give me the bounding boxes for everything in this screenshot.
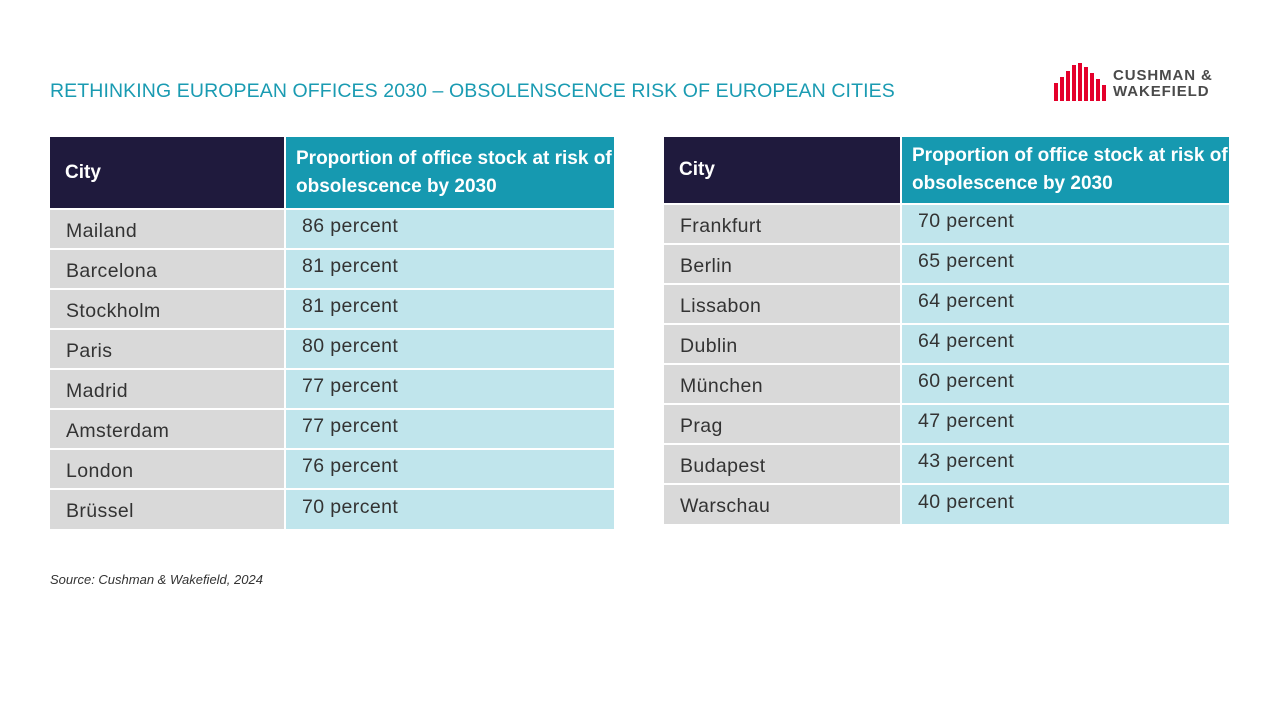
value-cell: 40 percent — [900, 483, 1229, 524]
value-cell: 76 percent — [284, 448, 614, 489]
table-row: London 76 percent — [50, 448, 614, 489]
city-cell: Berlin — [664, 243, 901, 284]
table-row: Stockholm 81 percent — [50, 288, 614, 329]
city-cell: Mailand — [50, 208, 285, 249]
column-header-proportion: Proportion of office stock at risk of ob… — [900, 137, 1229, 204]
city-cell: Dublin — [664, 323, 901, 364]
city-cell: München — [664, 363, 901, 404]
value-cell: 47 percent — [900, 403, 1229, 444]
table-row: Lissabon 64 percent — [664, 283, 1229, 324]
cushman-wakefield-logo: CUSHMAN & WAKEFIELD — [1054, 63, 1234, 103]
city-cell: Prag — [664, 403, 901, 444]
table-row: Brüssel 70 percent — [50, 488, 614, 529]
table-row: Amsterdam 77 percent — [50, 408, 614, 449]
page-title: RETHINKING EUROPEAN OFFICES 2030 – OBSOL… — [50, 80, 895, 102]
value-cell: 70 percent — [284, 488, 614, 529]
value-cell: 77 percent — [284, 408, 614, 449]
city-cell: Amsterdam — [50, 408, 285, 449]
city-cell: Brüssel — [50, 488, 285, 529]
value-cell: 81 percent — [284, 248, 614, 289]
table-row: Madrid 77 percent — [50, 368, 614, 409]
table-row: Mailand 86 percent — [50, 208, 614, 249]
value-cell: 60 percent — [900, 363, 1229, 404]
table-row: Dublin 64 percent — [664, 323, 1229, 364]
logo-wordmark: CUSHMAN & WAKEFIELD — [1113, 68, 1213, 100]
table-row: Frankfurt 70 percent — [664, 203, 1229, 244]
city-cell: Barcelona — [50, 248, 285, 289]
city-cell: Paris — [50, 328, 285, 369]
column-header-city: City — [50, 137, 285, 209]
city-cell: Frankfurt — [664, 203, 901, 244]
table-row: München 60 percent — [664, 363, 1229, 404]
city-cell: Stockholm — [50, 288, 285, 329]
column-header-city: City — [664, 137, 901, 204]
city-cell: Warschau — [664, 483, 901, 524]
source-note: Source: Cushman & Wakefield, 2024 — [50, 572, 263, 587]
value-cell: 70 percent — [900, 203, 1229, 244]
obsolescence-table-left: City Proportion of office stock at risk … — [50, 137, 614, 529]
value-cell: 77 percent — [284, 368, 614, 409]
column-header-proportion: Proportion of office stock at risk of ob… — [284, 137, 614, 209]
table-row: Berlin 65 percent — [664, 243, 1229, 284]
logo-line-1: CUSHMAN & — [1113, 67, 1213, 84]
table-row: Warschau 40 percent — [664, 483, 1229, 524]
table-row: Barcelona 81 percent — [50, 248, 614, 289]
city-cell: Madrid — [50, 368, 285, 409]
value-cell: 81 percent — [284, 288, 614, 329]
table-header-row: City Proportion of office stock at risk … — [664, 137, 1229, 204]
table-header-row: City Proportion of office stock at risk … — [50, 137, 614, 209]
building-logo-icon — [1054, 63, 1106, 101]
value-cell: 64 percent — [900, 283, 1229, 324]
table-row: Prag 47 percent — [664, 403, 1229, 444]
value-cell: 80 percent — [284, 328, 614, 369]
value-cell: 43 percent — [900, 443, 1229, 484]
obsolescence-table-right: City Proportion of office stock at risk … — [664, 137, 1229, 524]
table-row: Budapest 43 percent — [664, 443, 1229, 484]
city-cell: Lissabon — [664, 283, 901, 324]
city-cell: London — [50, 448, 285, 489]
value-cell: 64 percent — [900, 323, 1229, 364]
value-cell: 86 percent — [284, 208, 614, 249]
logo-line-2: WAKEFIELD — [1113, 83, 1210, 100]
city-cell: Budapest — [664, 443, 901, 484]
table-row: Paris 80 percent — [50, 328, 614, 369]
value-cell: 65 percent — [900, 243, 1229, 284]
